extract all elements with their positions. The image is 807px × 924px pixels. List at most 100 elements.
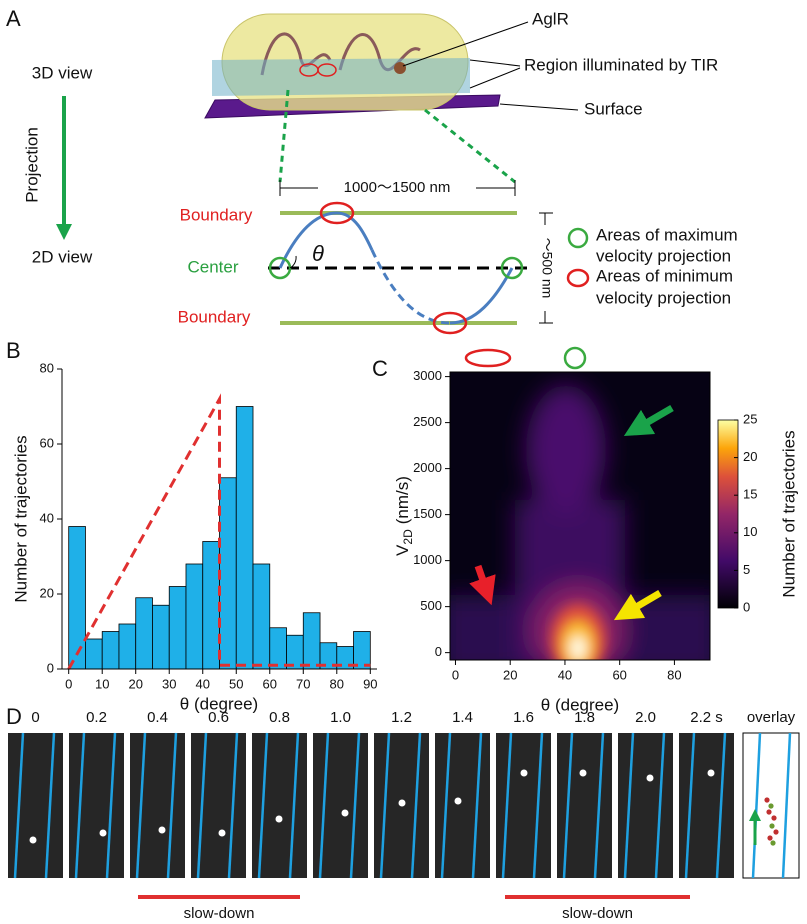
plot-frame xyxy=(449,371,711,661)
x-tick-label: 70 xyxy=(296,676,310,691)
boundary-label: Boundary xyxy=(178,307,251,326)
center-label: Center xyxy=(187,257,238,276)
panel-label: B xyxy=(6,338,21,363)
bar xyxy=(269,627,287,670)
track-line xyxy=(781,732,792,879)
track-line xyxy=(44,732,56,879)
projection-line xyxy=(424,108,516,184)
spot xyxy=(707,769,715,777)
trajectory xyxy=(278,211,374,269)
y-tick-label: 60 xyxy=(40,435,54,450)
overlay-spot xyxy=(766,809,772,815)
leader xyxy=(469,67,521,89)
bar xyxy=(118,623,137,670)
arrow xyxy=(469,564,496,606)
slow-down-bar xyxy=(505,895,690,899)
track-line xyxy=(135,732,147,879)
y-axis-label-sub: 2D xyxy=(401,529,415,545)
colorbar-tick-label: 10 xyxy=(743,524,757,539)
y-tick-label: 20 xyxy=(40,585,54,600)
bar xyxy=(235,406,254,670)
y-axis-label: V2D (nm/s) xyxy=(393,476,415,556)
max-area xyxy=(563,346,587,370)
colorbar-tick-label: 0 xyxy=(743,599,750,614)
x-tick-label: 40 xyxy=(196,676,210,691)
slow-down-label: slow-down xyxy=(562,905,633,922)
boundary-label: Boundary xyxy=(180,205,253,224)
spot xyxy=(398,799,406,807)
aglr-label: AglR xyxy=(532,9,569,28)
track-line xyxy=(349,732,361,879)
bar xyxy=(85,638,103,670)
overlay-spot xyxy=(769,823,775,829)
track-line xyxy=(227,732,239,879)
tir-label: Region illuminated by TIR xyxy=(524,55,718,74)
label-bg xyxy=(537,225,555,311)
track-line xyxy=(13,732,25,879)
filmstrip: 0 0.2 0.4 0.6 0.8 1.0 1.2 1.4 1.6 1.8 2.0 2.2 s over… xyxy=(8,709,800,922)
theta-label: θ xyxy=(312,241,324,266)
bar xyxy=(202,541,220,670)
bar xyxy=(152,604,170,670)
spot xyxy=(158,826,166,834)
colorbar-label: Number of trajectories xyxy=(779,430,798,597)
min-area xyxy=(432,311,468,335)
time-label: 2.0 xyxy=(635,709,656,726)
spot xyxy=(218,829,226,837)
legend-min xyxy=(566,268,590,288)
aglr-dot xyxy=(394,62,406,74)
track-line xyxy=(623,732,635,879)
slow-down-label: slow-down xyxy=(184,905,255,922)
height-label: ～500 nm xyxy=(539,238,555,299)
colorbar xyxy=(717,419,739,609)
legend-text: velocity projection xyxy=(596,246,731,265)
bar xyxy=(168,586,187,670)
label-bg xyxy=(318,178,476,198)
x-tick-label: 60 xyxy=(612,667,626,682)
arrow xyxy=(623,404,674,437)
projection-line xyxy=(278,89,290,183)
overlay-spot xyxy=(767,835,773,841)
spot xyxy=(579,769,587,777)
track-line xyxy=(410,732,422,879)
y-tick-label: 3000 xyxy=(413,368,442,383)
spot xyxy=(520,769,528,777)
x-tick-label: 0 xyxy=(65,676,72,691)
time-label: 2.2 s xyxy=(690,709,723,726)
y-tick-label: 40 xyxy=(40,510,54,525)
track-line xyxy=(257,732,269,879)
bar xyxy=(101,631,120,670)
panel-label: A xyxy=(6,6,21,31)
angle-arc xyxy=(289,255,297,269)
time-label: 1.0 xyxy=(330,709,351,726)
panel-label: C xyxy=(372,356,388,381)
bar xyxy=(353,631,371,670)
time-label: 0.6 xyxy=(208,709,229,726)
track-line xyxy=(654,732,666,879)
min-area xyxy=(319,201,355,225)
track-line xyxy=(471,732,483,879)
bar xyxy=(68,526,86,670)
overlay-label: overlay xyxy=(747,709,796,726)
y-tick-label: 80 xyxy=(40,360,54,375)
projection-label: Projection xyxy=(22,127,41,203)
track-line xyxy=(379,732,391,879)
spot xyxy=(99,829,107,837)
x-tick-label: 80 xyxy=(667,667,681,682)
overlay-spot xyxy=(773,829,779,835)
track-line xyxy=(715,732,727,879)
x-axis-label: θ (degree) xyxy=(541,695,619,714)
min-area xyxy=(464,348,512,368)
track-line xyxy=(751,732,762,879)
track-line xyxy=(562,732,574,879)
time-label: 0.4 xyxy=(147,709,168,726)
x-tick-label: 50 xyxy=(229,676,243,691)
max-area xyxy=(500,256,524,280)
bar xyxy=(302,612,321,670)
view-label: 2D view xyxy=(32,247,93,266)
overlay-spot xyxy=(764,797,770,803)
time-label: 1.2 xyxy=(391,709,412,726)
colorbar-tick-label: 20 xyxy=(743,449,757,464)
surface-label: Surface xyxy=(584,99,643,118)
heatmap-image xyxy=(450,372,710,660)
